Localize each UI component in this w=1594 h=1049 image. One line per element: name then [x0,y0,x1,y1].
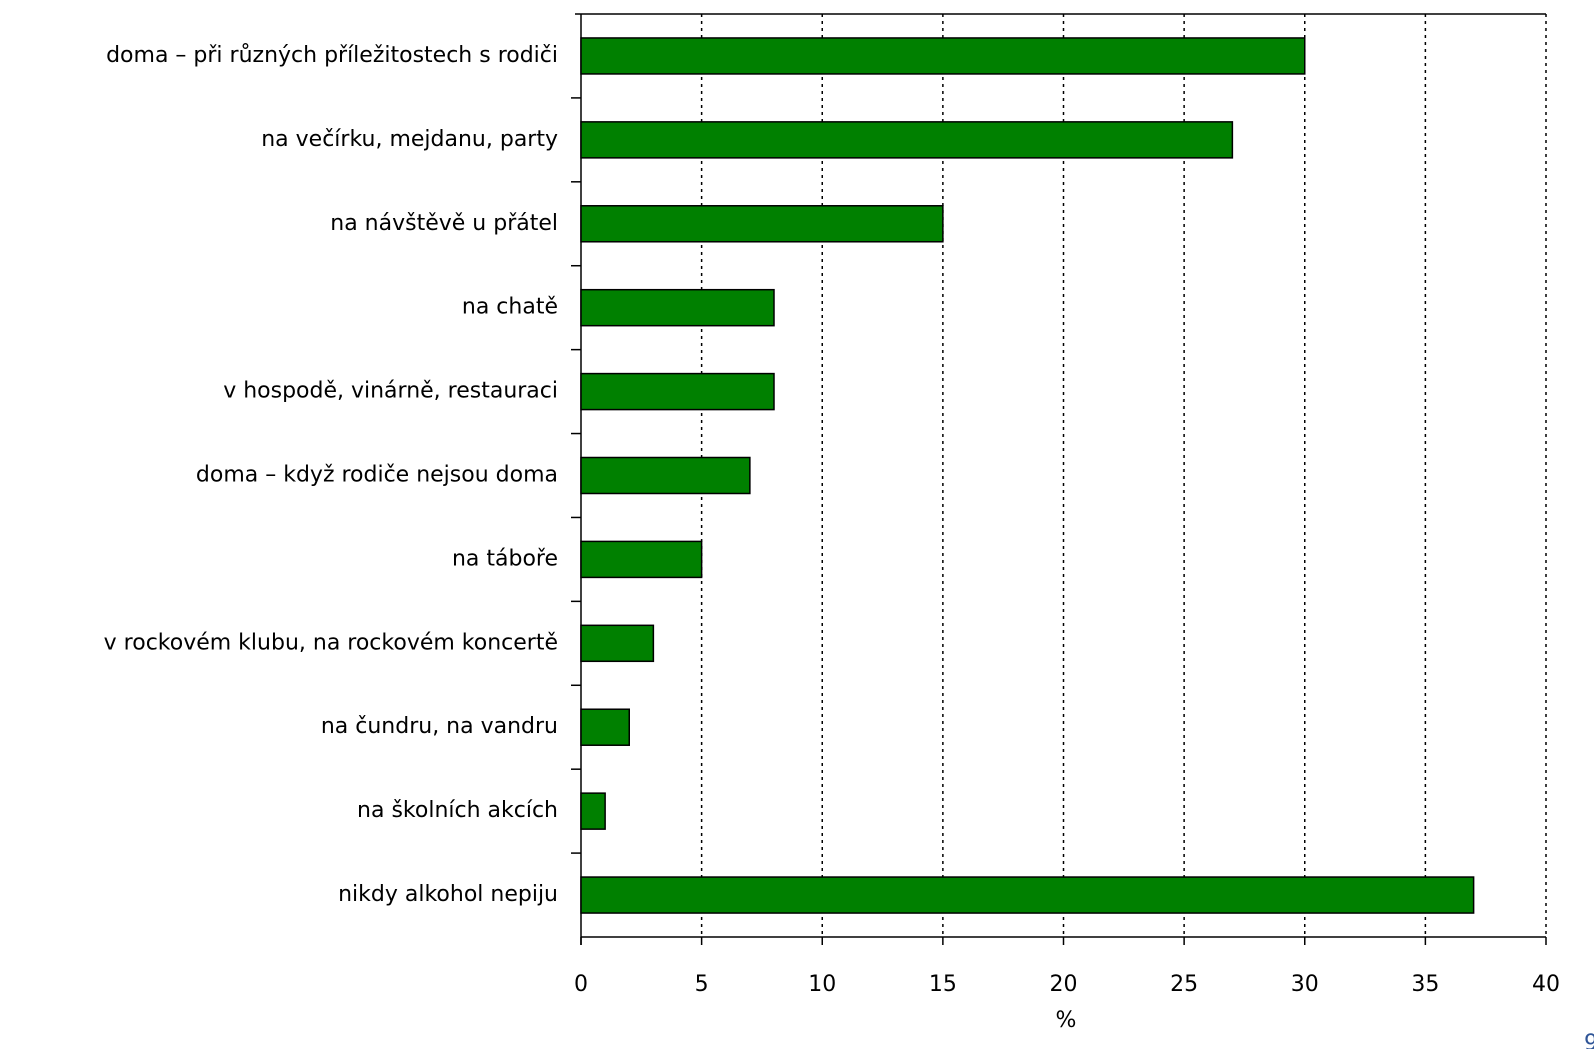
x-tick-label: 30 [1291,972,1319,997]
bar [580,540,703,579]
x-tick-label: 10 [808,972,836,997]
bar [580,624,655,663]
bar [580,876,1475,914]
y-tick-label: v hospodě, vinárně, restauraci [223,379,558,404]
bar [580,708,630,746]
bar [580,372,775,411]
page-number: 9 [1584,1031,1594,1049]
y-tick-label: na návštěvě u přátel [330,211,558,236]
x-tick-label: 0 [574,972,588,997]
bar [580,121,1234,159]
x-axis-label: % [1056,1008,1077,1033]
x-tick-label: 15 [929,972,957,997]
x-tick-label: 5 [695,972,709,997]
y-tick-label: na večírku, mejdanu, party [261,127,558,152]
y-tick-label: na čundru, na vandru [321,714,558,739]
y-tick-label: doma – při různých příležitostech s rodi… [106,43,558,68]
x-tick-label: 35 [1411,972,1439,997]
x-tick-label: 40 [1532,972,1560,997]
bar [580,37,1306,75]
y-tick-label: na školních akcích [357,798,558,823]
y-tick-label: v rockovém klubu, na rockovém koncertě [104,630,558,655]
x-tick-label: 20 [1050,972,1078,997]
x-tick-label: 25 [1170,972,1198,997]
y-tick-label: nikdy alkohol nepiju [338,882,558,907]
bar [580,792,606,830]
bar [580,288,775,327]
y-tick-label: na chatě [462,295,558,320]
y-tick-label: doma – když rodiče nejsou doma [196,463,558,488]
bar [580,205,944,243]
y-tick-label: na táboře [452,546,558,571]
bar [580,456,751,495]
